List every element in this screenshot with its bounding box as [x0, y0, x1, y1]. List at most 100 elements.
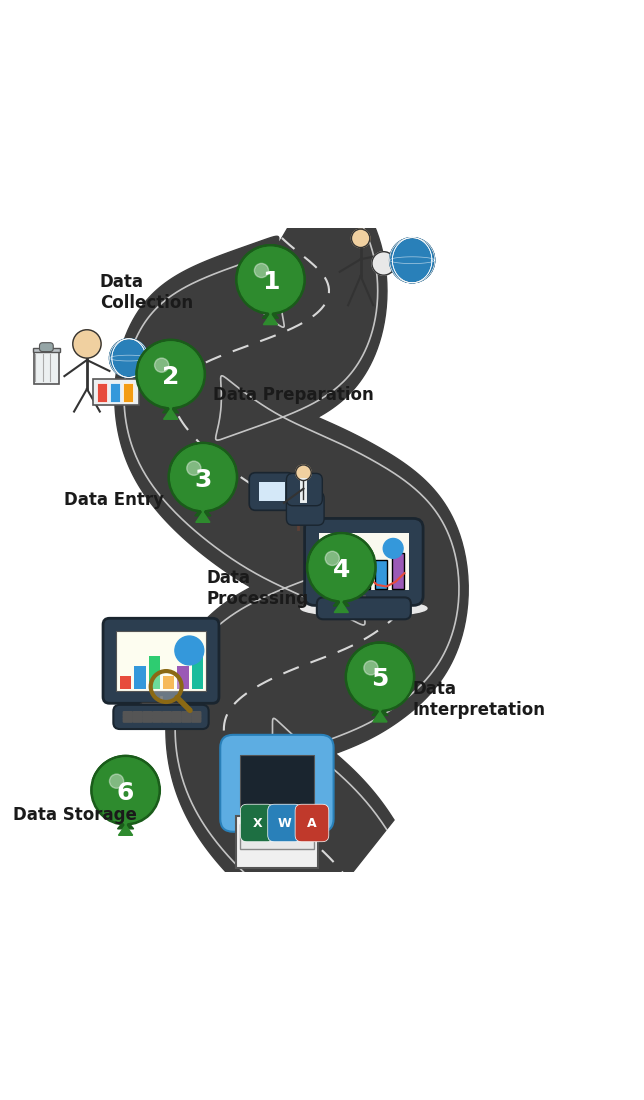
FancyBboxPatch shape — [113, 705, 209, 729]
FancyBboxPatch shape — [240, 804, 274, 842]
Circle shape — [93, 758, 158, 823]
FancyBboxPatch shape — [341, 573, 353, 588]
FancyBboxPatch shape — [343, 601, 385, 610]
Circle shape — [296, 465, 311, 481]
FancyBboxPatch shape — [287, 473, 322, 506]
Circle shape — [345, 642, 415, 712]
Circle shape — [254, 263, 269, 277]
Polygon shape — [347, 642, 413, 715]
FancyBboxPatch shape — [191, 714, 202, 719]
FancyBboxPatch shape — [149, 656, 160, 689]
Circle shape — [155, 359, 169, 372]
Text: 5: 5 — [372, 668, 388, 692]
FancyBboxPatch shape — [133, 714, 143, 719]
Ellipse shape — [301, 601, 427, 616]
FancyBboxPatch shape — [39, 343, 53, 352]
FancyBboxPatch shape — [162, 711, 172, 716]
Circle shape — [187, 461, 201, 475]
FancyBboxPatch shape — [220, 735, 334, 832]
FancyBboxPatch shape — [236, 816, 318, 868]
FancyBboxPatch shape — [317, 597, 411, 619]
Text: Data Entry: Data Entry — [64, 491, 164, 509]
FancyBboxPatch shape — [240, 755, 314, 812]
FancyBboxPatch shape — [133, 711, 143, 716]
Polygon shape — [172, 446, 234, 522]
FancyBboxPatch shape — [116, 631, 206, 691]
Circle shape — [138, 342, 203, 406]
FancyBboxPatch shape — [182, 714, 192, 719]
Circle shape — [348, 645, 412, 710]
FancyBboxPatch shape — [287, 492, 324, 525]
FancyBboxPatch shape — [392, 553, 404, 588]
FancyBboxPatch shape — [33, 349, 60, 352]
FancyBboxPatch shape — [357, 566, 370, 588]
FancyBboxPatch shape — [249, 504, 305, 508]
FancyBboxPatch shape — [258, 482, 285, 502]
FancyBboxPatch shape — [192, 656, 204, 689]
FancyBboxPatch shape — [249, 473, 294, 510]
Polygon shape — [349, 645, 411, 722]
FancyBboxPatch shape — [305, 518, 423, 605]
FancyBboxPatch shape — [319, 532, 409, 591]
Polygon shape — [115, 167, 468, 937]
Polygon shape — [240, 248, 301, 324]
Circle shape — [171, 446, 235, 509]
FancyBboxPatch shape — [191, 717, 202, 723]
FancyBboxPatch shape — [152, 717, 162, 723]
Circle shape — [73, 330, 101, 359]
Circle shape — [352, 229, 370, 248]
FancyBboxPatch shape — [163, 676, 175, 689]
FancyBboxPatch shape — [110, 384, 120, 403]
Text: X: X — [252, 816, 262, 829]
Text: 2: 2 — [162, 365, 179, 388]
FancyBboxPatch shape — [142, 714, 153, 719]
FancyBboxPatch shape — [268, 804, 301, 842]
FancyBboxPatch shape — [178, 666, 189, 689]
Text: Data
Collection: Data Collection — [100, 273, 193, 311]
FancyBboxPatch shape — [152, 711, 162, 716]
Polygon shape — [95, 758, 156, 835]
FancyBboxPatch shape — [134, 666, 146, 689]
FancyBboxPatch shape — [162, 717, 172, 723]
FancyBboxPatch shape — [93, 379, 139, 405]
Circle shape — [109, 774, 124, 789]
Circle shape — [309, 536, 374, 600]
Circle shape — [236, 244, 305, 315]
FancyBboxPatch shape — [171, 717, 182, 723]
Text: Data Storage: Data Storage — [13, 806, 137, 824]
Circle shape — [325, 551, 339, 565]
Circle shape — [168, 442, 238, 512]
FancyBboxPatch shape — [191, 711, 202, 716]
Polygon shape — [308, 532, 374, 606]
FancyBboxPatch shape — [182, 717, 192, 723]
Polygon shape — [238, 245, 303, 318]
Circle shape — [383, 539, 403, 559]
FancyBboxPatch shape — [122, 714, 133, 719]
FancyBboxPatch shape — [263, 829, 291, 840]
FancyBboxPatch shape — [323, 580, 336, 588]
FancyBboxPatch shape — [162, 714, 172, 719]
Polygon shape — [310, 536, 372, 613]
Text: 6: 6 — [117, 781, 134, 805]
Text: Data Preparation: Data Preparation — [213, 386, 374, 405]
Circle shape — [307, 532, 376, 602]
FancyBboxPatch shape — [142, 717, 153, 723]
FancyBboxPatch shape — [34, 352, 59, 384]
FancyBboxPatch shape — [171, 714, 182, 719]
Polygon shape — [140, 342, 202, 419]
Text: Data
Processing: Data Processing — [206, 569, 308, 608]
FancyBboxPatch shape — [122, 711, 133, 716]
FancyBboxPatch shape — [152, 714, 162, 719]
Text: 1: 1 — [261, 271, 279, 294]
FancyBboxPatch shape — [375, 560, 387, 588]
Circle shape — [364, 661, 378, 675]
Text: 4: 4 — [333, 558, 350, 582]
Text: 3: 3 — [194, 468, 211, 492]
FancyBboxPatch shape — [295, 804, 329, 842]
FancyBboxPatch shape — [240, 824, 314, 849]
Polygon shape — [170, 442, 236, 516]
FancyBboxPatch shape — [97, 384, 107, 403]
FancyBboxPatch shape — [120, 676, 131, 689]
Polygon shape — [93, 756, 158, 829]
Circle shape — [136, 340, 205, 409]
